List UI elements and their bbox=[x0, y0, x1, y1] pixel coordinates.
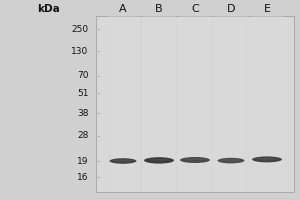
Text: A: A bbox=[119, 4, 127, 14]
Text: E: E bbox=[263, 4, 271, 14]
Text: 70: 70 bbox=[77, 72, 88, 80]
Text: 38: 38 bbox=[77, 108, 88, 117]
Ellipse shape bbox=[256, 158, 278, 160]
FancyBboxPatch shape bbox=[250, 16, 284, 192]
Ellipse shape bbox=[110, 158, 136, 164]
FancyBboxPatch shape bbox=[106, 16, 140, 192]
Text: B: B bbox=[155, 4, 163, 14]
Ellipse shape bbox=[148, 159, 170, 161]
FancyBboxPatch shape bbox=[214, 16, 248, 192]
Text: 28: 28 bbox=[77, 132, 88, 140]
Ellipse shape bbox=[252, 156, 282, 162]
FancyBboxPatch shape bbox=[178, 16, 212, 192]
Text: 250: 250 bbox=[71, 24, 88, 33]
Text: 130: 130 bbox=[71, 46, 88, 55]
Text: 19: 19 bbox=[77, 156, 88, 166]
Text: D: D bbox=[227, 4, 235, 14]
Text: 51: 51 bbox=[77, 88, 88, 98]
Ellipse shape bbox=[218, 158, 244, 163]
Ellipse shape bbox=[180, 157, 210, 163]
FancyBboxPatch shape bbox=[96, 16, 294, 192]
Ellipse shape bbox=[221, 159, 241, 161]
Text: C: C bbox=[191, 4, 199, 14]
Ellipse shape bbox=[184, 158, 206, 160]
Ellipse shape bbox=[144, 157, 174, 164]
Text: 16: 16 bbox=[77, 172, 88, 182]
Ellipse shape bbox=[113, 160, 133, 161]
Text: kDa: kDa bbox=[37, 4, 60, 14]
FancyBboxPatch shape bbox=[142, 16, 176, 192]
